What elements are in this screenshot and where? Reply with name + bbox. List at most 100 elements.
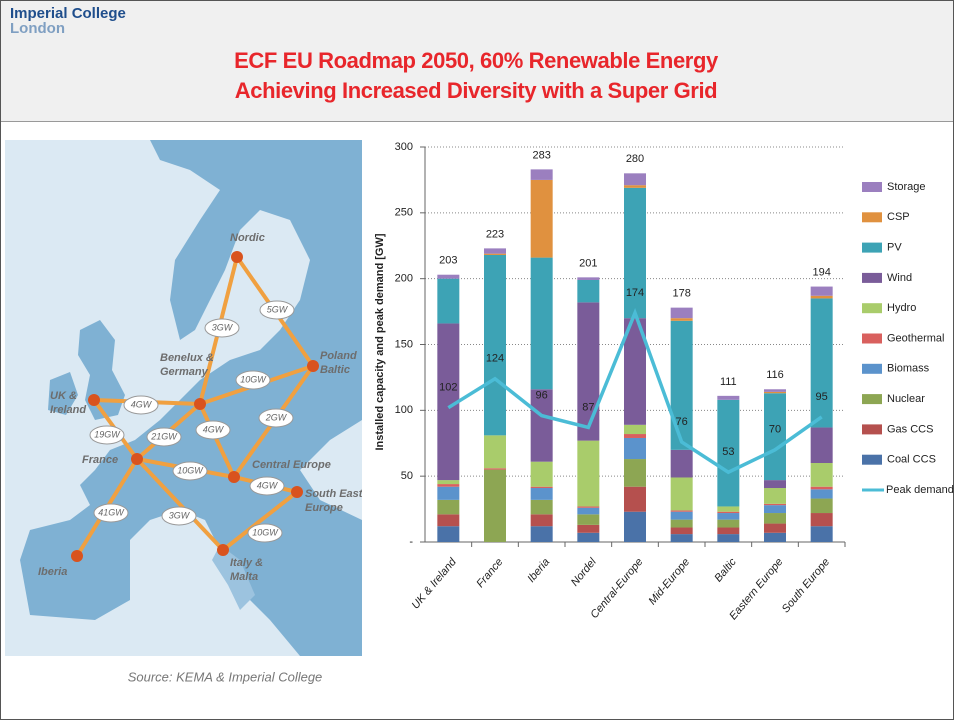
bar-segment bbox=[530, 461, 553, 487]
node-label: Central Europe bbox=[252, 459, 331, 471]
title-line: Achieving Increased Diversity with a Sup… bbox=[235, 78, 717, 103]
land bbox=[48, 372, 78, 415]
legend-label: Coal CCS bbox=[887, 454, 936, 466]
bar-segment bbox=[577, 279, 600, 303]
bar-segment bbox=[717, 395, 740, 400]
bar-segment bbox=[484, 254, 506, 436]
node-label: Nordic bbox=[230, 232, 265, 244]
legend-label: Nuclear bbox=[887, 393, 925, 405]
total-label: 116 bbox=[766, 369, 784, 381]
legend-swatch bbox=[862, 454, 882, 465]
link-label: 41GW bbox=[98, 507, 125, 517]
bar-segment bbox=[577, 506, 600, 508]
legend-swatch bbox=[862, 242, 882, 253]
bar-segment bbox=[484, 469, 506, 542]
link-label: 2GW bbox=[265, 412, 288, 422]
bar-segment bbox=[670, 511, 693, 520]
node-label: Baltic bbox=[320, 364, 350, 376]
node-label: Germany bbox=[160, 366, 209, 378]
node-label: Benelux & bbox=[160, 352, 214, 364]
legend-label: CSP bbox=[887, 211, 910, 223]
node bbox=[231, 251, 243, 263]
bar-segment bbox=[810, 286, 833, 296]
bar-segment bbox=[717, 513, 740, 520]
link-badge bbox=[235, 370, 271, 390]
bar-segment bbox=[764, 488, 786, 504]
bar-segment bbox=[810, 513, 833, 527]
line-label: 87 bbox=[582, 401, 594, 413]
bar-segment bbox=[530, 499, 553, 515]
bar-segment bbox=[624, 185, 646, 188]
bar-segment bbox=[810, 295, 833, 299]
total-label: 203 bbox=[439, 255, 457, 267]
node bbox=[88, 394, 100, 406]
y-tick-label: 50 bbox=[401, 470, 413, 482]
bar-segment bbox=[717, 534, 740, 542]
link bbox=[135, 457, 225, 552]
legend-swatch bbox=[862, 333, 882, 344]
node bbox=[131, 453, 143, 465]
node-label: Ireland bbox=[50, 404, 86, 416]
land bbox=[78, 320, 125, 420]
line-label: 96 bbox=[536, 390, 548, 402]
bar-segment bbox=[437, 514, 460, 527]
link-label: 10GW bbox=[240, 374, 267, 384]
bar-segment bbox=[717, 506, 740, 512]
legend-swatch bbox=[862, 424, 882, 435]
link-label: 4GW bbox=[203, 424, 225, 434]
bar-segment bbox=[810, 486, 833, 490]
line-label: 70 bbox=[769, 424, 781, 436]
bar-segment bbox=[530, 389, 553, 462]
bar-segment bbox=[577, 514, 600, 525]
total-label: 194 bbox=[812, 266, 830, 278]
node-label: UK & bbox=[50, 390, 77, 402]
land bbox=[212, 545, 255, 610]
bar-segment bbox=[530, 257, 553, 390]
bar-segment bbox=[484, 468, 506, 470]
map: 5GW 3GW 10GW 4GW 19GW 21GW 4GW 2GW 10GW 4GW 41GW 3G… bbox=[5, 140, 362, 656]
link-label: 3GW bbox=[169, 510, 191, 520]
bar-segment bbox=[484, 435, 506, 469]
node bbox=[228, 471, 240, 483]
total-label: 201 bbox=[579, 257, 597, 269]
legend-swatch bbox=[862, 182, 882, 192]
bar-segment bbox=[437, 323, 460, 481]
node-label: Europe bbox=[305, 502, 343, 514]
line-label: 95 bbox=[816, 391, 828, 403]
link-label: 19GW bbox=[94, 429, 121, 439]
bar-segment bbox=[577, 524, 600, 533]
legend-swatch bbox=[862, 303, 882, 314]
bar-segment bbox=[624, 434, 646, 438]
y-tick-label: 150 bbox=[395, 338, 413, 350]
bar-segment bbox=[810, 489, 833, 499]
link-label: 4GW bbox=[257, 480, 279, 490]
bar-segment bbox=[764, 513, 786, 524]
bar-segment bbox=[437, 274, 460, 279]
bar-segment bbox=[577, 507, 600, 515]
bar-segment bbox=[437, 484, 460, 487]
link-badge bbox=[146, 427, 182, 447]
bar-segment bbox=[437, 526, 460, 542]
bar-segment bbox=[577, 440, 600, 507]
link-label: 3GW bbox=[212, 322, 234, 332]
legend-label: Wind bbox=[887, 272, 912, 284]
bar-segment bbox=[764, 523, 786, 533]
bar-segment bbox=[670, 449, 693, 478]
bar-segment bbox=[437, 499, 460, 515]
bar-segment bbox=[437, 486, 460, 500]
bar-segment bbox=[484, 248, 506, 254]
bar-segment bbox=[530, 488, 553, 500]
link-badge bbox=[259, 300, 295, 320]
bar-segment bbox=[624, 437, 646, 460]
link-badge bbox=[204, 318, 240, 338]
link-label: 5GW bbox=[267, 304, 289, 314]
logo-line: Imperial College bbox=[10, 5, 126, 22]
y-tick-label: 200 bbox=[395, 273, 413, 285]
link-badge bbox=[249, 476, 285, 496]
bar-segment bbox=[670, 477, 693, 511]
link bbox=[198, 403, 236, 478]
bar-segment bbox=[717, 511, 740, 514]
line-label: 174 bbox=[626, 287, 644, 299]
source: Source: KEMA & Imperial College bbox=[128, 669, 323, 684]
node-label: Poland bbox=[320, 350, 357, 362]
